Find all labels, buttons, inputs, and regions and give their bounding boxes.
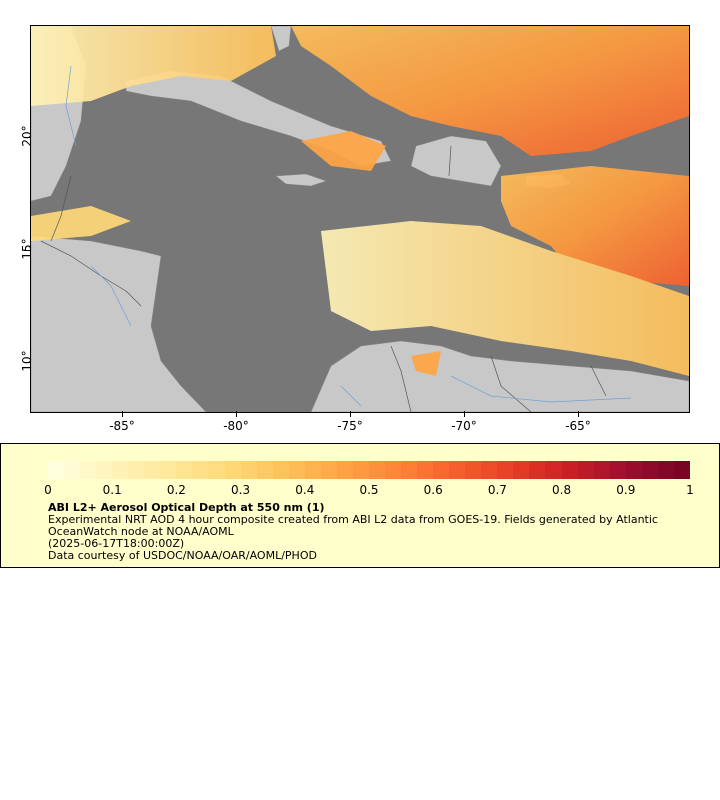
legend-credit: Data courtesy of USDOC/NOAA/OAR/AOML/PHO…	[48, 549, 317, 562]
colorbar-swatch	[240, 461, 257, 479]
lon-tick	[464, 411, 465, 417]
colorbar-swatch	[352, 461, 369, 479]
colorbar-tick-label: 0.9	[616, 483, 636, 497]
aod-map	[31, 26, 689, 412]
legend-timestamp: (2025-06-17T18:00:00Z)	[48, 537, 185, 550]
colorbar-swatch	[513, 461, 530, 479]
lat-tick	[24, 137, 30, 138]
colorbar-swatch	[304, 461, 321, 479]
colorbar-swatch	[64, 461, 81, 479]
colorbar-swatch	[545, 461, 562, 479]
colorbar-swatch	[320, 461, 337, 479]
colorbar-tick-label: 0.4	[295, 483, 315, 497]
lat-tick	[24, 362, 30, 363]
lat-tick	[24, 250, 30, 251]
colorbar-swatch	[192, 461, 209, 479]
colorbar-swatch	[96, 461, 113, 479]
colorbar-swatch	[417, 461, 434, 479]
legend-panel: 0 0.1 0.2 0.3 0.4 0.5 0.6 0.7 0.8 0.9 1 ABI L2+ Ae…	[0, 443, 720, 568]
colorbar-tick-label: 1	[686, 483, 694, 497]
lon-label-85w: -85°	[109, 419, 135, 433]
colorbar-tick-label: 0.8	[552, 483, 572, 497]
colorbar-swatch	[481, 461, 498, 479]
colorbar-swatch	[384, 461, 402, 479]
legend-description: Experimental NRT AOD 4 hour composite cr…	[48, 513, 658, 538]
lon-tick	[236, 411, 237, 417]
aerosol-field	[31, 26, 689, 376]
lon-tick	[578, 411, 579, 417]
colorbar-swatch	[609, 461, 626, 479]
colorbar-swatch	[529, 461, 546, 479]
colorbar-swatch	[577, 461, 594, 479]
legend-title: ABI L2+ Aerosol Optical Depth at 550 nm …	[48, 501, 325, 514]
lon-label-65w: -65°	[565, 419, 591, 433]
lon-label-75w: -75°	[337, 419, 363, 433]
colorbar-tick-label: 0.2	[166, 483, 186, 497]
colorbar-swatch	[112, 461, 129, 479]
lon-tick	[122, 411, 123, 417]
colorbar-tick-label: 0.5	[359, 483, 379, 497]
map-panel[interactable]	[30, 25, 690, 413]
lon-label-70w: -70°	[451, 419, 477, 433]
colorbar-swatch	[288, 461, 305, 479]
colorbar-swatch	[176, 461, 193, 479]
lat-label-15n: 15°	[20, 238, 34, 260]
colorbar-swatch	[224, 461, 241, 479]
lon-tick	[350, 411, 351, 417]
colorbar-swatch	[144, 461, 161, 479]
lat-label-10n: 10°	[20, 350, 34, 372]
colorbar-tick-label: 0.6	[423, 483, 443, 497]
colorbar-swatch	[48, 461, 65, 479]
colorbar-swatch	[657, 461, 674, 479]
colorbar-swatch	[208, 461, 225, 479]
colorbar-swatch	[160, 461, 177, 479]
lon-label-80w: -80°	[223, 419, 249, 433]
colorbar-swatch	[625, 461, 642, 479]
colorbar-swatch	[336, 461, 353, 479]
colorbar-swatch	[449, 461, 466, 479]
colorbar-swatch	[433, 461, 450, 479]
colorbar	[48, 461, 690, 479]
colorbar-swatch	[256, 461, 273, 479]
colorbar-tick-label: 0.7	[487, 483, 507, 497]
colorbar-swatch	[561, 461, 578, 479]
colorbar-swatch	[593, 461, 610, 479]
colorbar-tick-label: 0.1	[102, 483, 122, 497]
colorbar-swatch	[673, 461, 690, 479]
colorbar-swatch	[497, 461, 514, 479]
colorbar-swatch	[465, 461, 482, 479]
lat-label-20n: 20°	[20, 125, 34, 147]
colorbar-swatch	[401, 461, 418, 479]
colorbar-swatch	[368, 461, 385, 479]
colorbar-tick-label: 0.3	[231, 483, 251, 497]
colorbar-tick-label: 0	[44, 483, 52, 497]
colorbar-swatch	[80, 461, 97, 479]
colorbar-swatch	[272, 461, 289, 479]
colorbar-swatch	[641, 461, 658, 479]
colorbar-swatch	[128, 461, 145, 479]
rivers	[65, 65, 632, 407]
